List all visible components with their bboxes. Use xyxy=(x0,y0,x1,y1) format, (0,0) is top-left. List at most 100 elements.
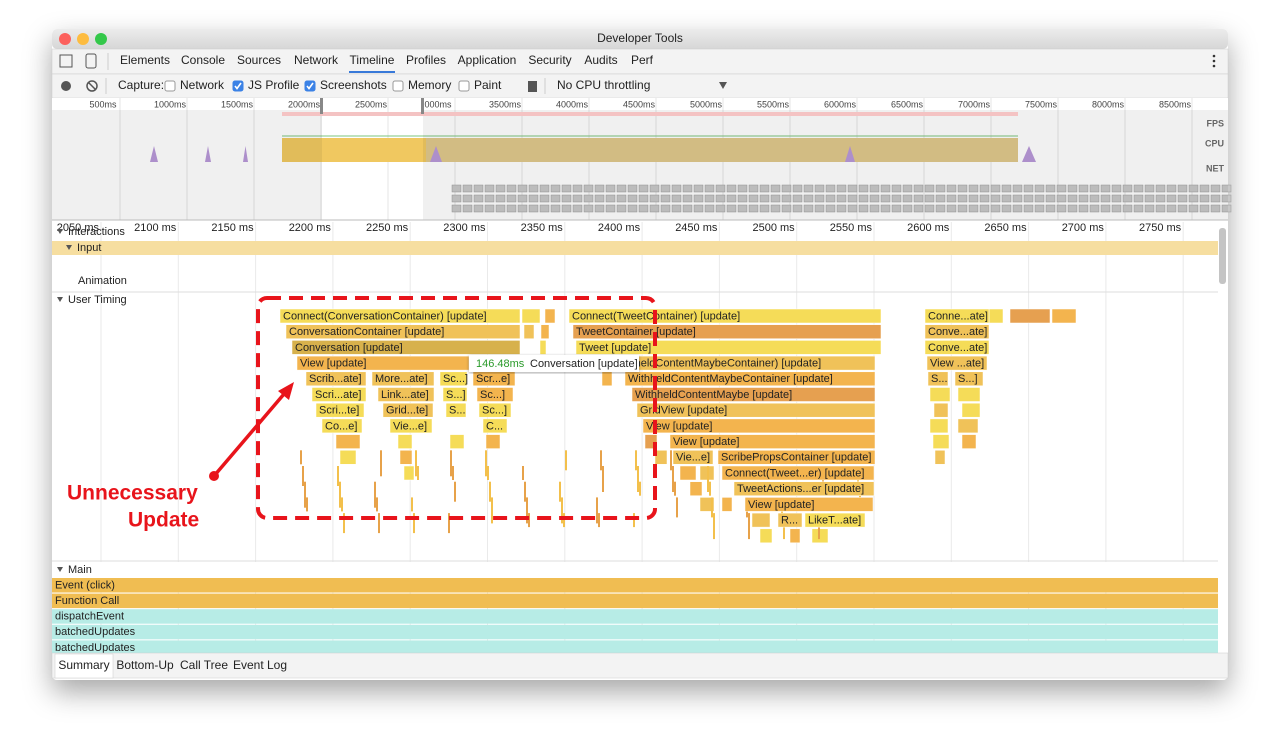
flame-entry[interactable] xyxy=(389,418,433,434)
flame-entry[interactable] xyxy=(721,465,875,481)
panel-tab[interactable]: Perf xyxy=(631,53,654,67)
main-event[interactable] xyxy=(52,609,1218,624)
bottom-tab[interactable]: Event Log xyxy=(233,658,287,672)
throttling-select[interactable]: No CPU throttling xyxy=(557,78,650,92)
flame-entry[interactable] xyxy=(291,340,521,355)
flame-entry[interactable] xyxy=(669,434,876,449)
minimize-button[interactable] xyxy=(77,33,89,45)
panel-tab[interactable]: Application xyxy=(458,53,517,67)
bottom-tab[interactable]: Call Tree xyxy=(180,658,228,672)
flame-entry[interactable] xyxy=(926,355,988,371)
flame-entry[interactable] xyxy=(924,324,990,339)
inspect-icon[interactable] xyxy=(59,54,73,68)
bottom-tab[interactable]: Bottom-Up xyxy=(116,658,174,672)
menu-dot[interactable] xyxy=(1212,54,1216,58)
flame-entry[interactable] xyxy=(631,387,876,402)
screenshot-thumb xyxy=(1089,204,1100,213)
screenshot-thumb xyxy=(1166,184,1177,193)
flame-entry[interactable] xyxy=(476,387,514,402)
overview-tick-label: 7000ms xyxy=(958,99,991,109)
main-event[interactable] xyxy=(52,593,1218,609)
flame-entry[interactable] xyxy=(382,402,434,418)
zoom-button[interactable] xyxy=(95,33,107,45)
flame-block xyxy=(934,450,946,465)
dropdown-arrow[interactable] xyxy=(719,82,727,89)
scrollbar[interactable] xyxy=(1219,228,1226,284)
track-header[interactable]: Main xyxy=(68,564,92,576)
flame-entry[interactable] xyxy=(311,387,367,402)
device-icon[interactable] xyxy=(85,53,97,69)
checkbox-label[interactable]: JS Profile xyxy=(248,78,300,92)
flame-entry[interactable] xyxy=(442,387,468,402)
track-header[interactable]: Input xyxy=(77,242,101,254)
disclosure-triangle[interactable] xyxy=(57,297,63,302)
panel-tab[interactable]: Profiles xyxy=(406,53,446,67)
record-button[interactable] xyxy=(61,81,71,91)
checkbox-label[interactable]: Paint xyxy=(474,78,502,92)
panel-tab[interactable]: Elements xyxy=(120,53,170,67)
clear-button[interactable] xyxy=(86,80,98,92)
checkbox-label[interactable]: Memory xyxy=(408,78,451,92)
panel-tab[interactable]: Console xyxy=(181,53,225,67)
flame-entry[interactable] xyxy=(321,418,363,434)
selected-bottom-tab[interactable] xyxy=(54,653,114,679)
trash-icon[interactable] xyxy=(528,81,537,92)
flame-entry[interactable] xyxy=(744,497,874,512)
close-button[interactable] xyxy=(59,33,71,45)
flame-entry[interactable] xyxy=(777,512,803,528)
menu-dot[interactable] xyxy=(1212,64,1216,68)
flame-entry[interactable] xyxy=(572,324,882,339)
flame-block xyxy=(957,418,979,434)
flame-entry[interactable] xyxy=(717,450,876,465)
disclosure-triangle[interactable] xyxy=(66,245,72,250)
flame-entry[interactable] xyxy=(927,371,949,387)
flame-entry[interactable] xyxy=(954,371,984,387)
disclosure-triangle[interactable] xyxy=(57,567,63,572)
main-event[interactable] xyxy=(52,624,1218,640)
panel-tab[interactable]: Audits xyxy=(584,53,617,67)
panel-tab[interactable]: Network xyxy=(294,53,339,67)
flame-entry[interactable] xyxy=(636,402,876,418)
checkbox-label[interactable]: Network xyxy=(180,78,225,92)
checkbox[interactable] xyxy=(392,80,404,92)
screenshot-thumb xyxy=(1199,204,1210,213)
flame-entry[interactable] xyxy=(371,371,435,387)
flame-entry[interactable] xyxy=(568,308,882,324)
flame-entry[interactable] xyxy=(315,402,365,418)
flame-entry[interactable] xyxy=(624,371,876,387)
selection-handle[interactable] xyxy=(421,98,424,114)
flame-entry[interactable] xyxy=(377,387,435,402)
bottom-tab[interactable]: Summary xyxy=(58,658,109,672)
track-header[interactable]: Interactions xyxy=(68,226,125,238)
flame-entry[interactable] xyxy=(672,450,714,465)
screenshot-thumb xyxy=(715,204,726,213)
selection-handle[interactable] xyxy=(320,98,323,114)
flame-entry[interactable] xyxy=(305,371,367,387)
flame-entry[interactable] xyxy=(924,308,990,324)
flame-entry[interactable] xyxy=(642,418,876,434)
flame-entry[interactable] xyxy=(924,340,990,355)
flame-entry[interactable] xyxy=(575,340,882,355)
panel-tab[interactable]: Timeline xyxy=(350,53,395,67)
flame-entry[interactable] xyxy=(482,418,508,434)
flame-entry[interactable] xyxy=(478,402,512,418)
screenshot-thumb xyxy=(638,184,649,193)
window-title: Developer Tools xyxy=(597,31,683,45)
panel-tab[interactable]: Sources xyxy=(237,53,281,67)
flame-entry[interactable] xyxy=(445,402,467,418)
flame-entry[interactable] xyxy=(804,512,866,528)
main-event[interactable] xyxy=(52,578,1218,593)
flame-entry[interactable] xyxy=(733,481,875,496)
checkbox[interactable] xyxy=(458,80,470,92)
checkbox[interactable] xyxy=(164,80,176,92)
main-event[interactable] xyxy=(52,640,1218,655)
flame-entry[interactable] xyxy=(439,371,468,387)
menu-dot[interactable] xyxy=(1212,59,1216,63)
flame-entry[interactable] xyxy=(279,308,521,324)
panel-tab[interactable]: Security xyxy=(528,53,571,67)
disclosure-triangle[interactable] xyxy=(57,229,63,234)
checkbox-label[interactable]: Screenshots xyxy=(320,78,387,92)
flame-entry[interactable] xyxy=(285,324,521,339)
track-header[interactable]: User Timing xyxy=(68,294,127,306)
screenshot-thumb xyxy=(594,184,605,193)
